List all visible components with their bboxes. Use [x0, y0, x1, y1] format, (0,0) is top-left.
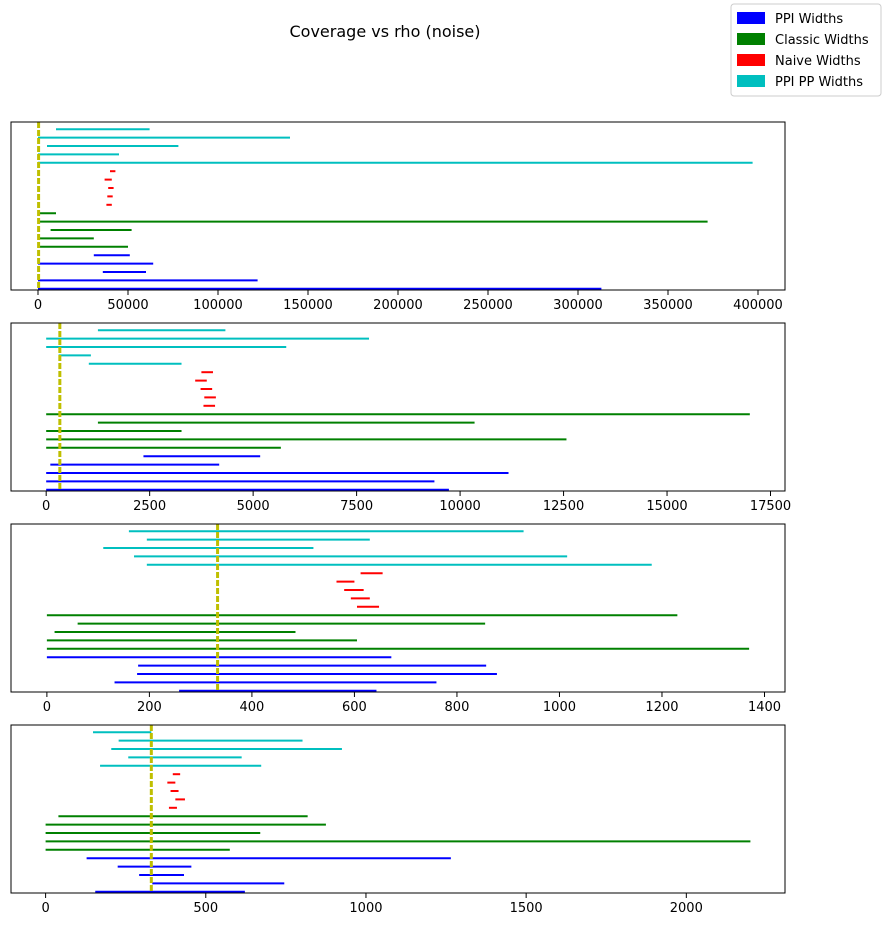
- x-tick-label: 600: [342, 700, 367, 715]
- panel-2: 0 2500 5000 7500 10000 12500 15000 17500: [10, 322, 791, 514]
- x-tick-label: 150000: [283, 298, 333, 313]
- legend-swatch: [737, 12, 765, 24]
- legend-label: Classic Widths: [775, 33, 869, 48]
- x-tick-label: 200: [137, 700, 162, 715]
- x-tick-label: 1000: [543, 700, 576, 715]
- x-tick-label: 500: [193, 901, 218, 916]
- x-tick-label: 800: [445, 700, 470, 715]
- x-tick-label: 100000: [193, 298, 243, 313]
- legend: PPI Widths Classic Widths Naive Widths PPI …: [730, 3, 882, 97]
- x-tick-label: 400000: [733, 298, 783, 313]
- x-tick-label: 12500: [543, 499, 584, 514]
- legend-label: PPI Widths: [775, 12, 843, 27]
- x-tick-label: 7500: [340, 499, 373, 514]
- legend-label: PPI PP Widths: [775, 75, 863, 90]
- x-tick-label: 1500: [510, 901, 543, 916]
- chart-title: Coverage vs rho (noise): [290, 22, 481, 41]
- legend-label: Naive Widths: [775, 54, 861, 69]
- panel-1: 0 50000 100000 150000 200000 250000 300000 3500…: [10, 121, 786, 313]
- legend-swatch: [737, 75, 765, 87]
- x-tick-label: 2500: [133, 499, 166, 514]
- x-tick-label: 1400: [748, 700, 781, 715]
- panel-3: 0 200 400 600 800 1000 1200 1400: [10, 523, 786, 715]
- x-tick-label: 15000: [646, 499, 687, 514]
- x-tick-label: 2000: [670, 901, 703, 916]
- x-tick-label: 350000: [643, 298, 693, 313]
- x-tick-label: 400: [239, 700, 264, 715]
- x-tick-label: 17500: [750, 499, 791, 514]
- legend-swatch: [737, 54, 765, 66]
- x-tick-label: 50000: [107, 298, 148, 313]
- axes-frame: [10, 523, 786, 693]
- legend-swatch: [737, 33, 765, 45]
- axes-frame: [10, 322, 786, 492]
- x-tick-label: 0: [43, 700, 51, 715]
- panel-4: 0 500 1000 1500 2000: [10, 724, 786, 916]
- axes-frame: [10, 724, 786, 894]
- x-tick-label: 0: [34, 298, 42, 313]
- x-tick-label: 250000: [463, 298, 513, 313]
- x-tick-label: 5000: [237, 499, 270, 514]
- x-tick-label: 0: [42, 499, 50, 514]
- x-tick-label: 200000: [373, 298, 423, 313]
- x-tick-label: 1000: [349, 901, 382, 916]
- x-tick-label: 1200: [645, 700, 678, 715]
- x-tick-label: 300000: [553, 298, 603, 313]
- axes-frame: [10, 121, 786, 291]
- x-tick-label: 0: [41, 901, 49, 916]
- legend-frame: [730, 3, 882, 97]
- x-tick-label: 10000: [439, 499, 480, 514]
- panels: 0 50000 100000 150000 200000 250000 300000 3500…: [10, 121, 791, 916]
